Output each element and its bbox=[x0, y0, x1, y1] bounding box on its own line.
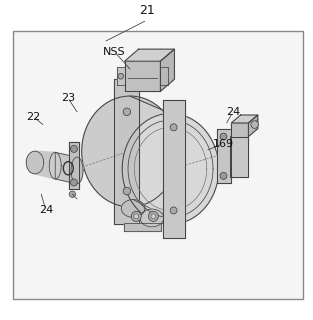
Circle shape bbox=[148, 211, 158, 221]
Circle shape bbox=[170, 207, 177, 214]
Polygon shape bbox=[130, 96, 171, 224]
Polygon shape bbox=[125, 49, 174, 61]
Circle shape bbox=[220, 133, 227, 140]
Polygon shape bbox=[71, 157, 83, 184]
Text: NSS: NSS bbox=[103, 47, 126, 57]
Polygon shape bbox=[121, 200, 145, 217]
Circle shape bbox=[123, 187, 131, 195]
Polygon shape bbox=[55, 152, 77, 184]
Polygon shape bbox=[117, 67, 125, 85]
Polygon shape bbox=[122, 114, 219, 224]
Text: 24: 24 bbox=[226, 107, 240, 117]
Polygon shape bbox=[140, 209, 164, 227]
Polygon shape bbox=[115, 79, 139, 223]
Polygon shape bbox=[124, 223, 161, 231]
Polygon shape bbox=[217, 129, 231, 183]
Circle shape bbox=[70, 145, 77, 152]
Polygon shape bbox=[230, 136, 249, 177]
Circle shape bbox=[69, 191, 75, 197]
Text: 24: 24 bbox=[39, 205, 53, 215]
Polygon shape bbox=[163, 100, 185, 238]
Polygon shape bbox=[160, 67, 168, 85]
Circle shape bbox=[118, 73, 124, 79]
Circle shape bbox=[220, 172, 227, 179]
Text: 23: 23 bbox=[61, 92, 75, 103]
Circle shape bbox=[170, 124, 177, 131]
Polygon shape bbox=[82, 96, 178, 207]
Circle shape bbox=[70, 179, 77, 186]
Polygon shape bbox=[249, 115, 258, 137]
Polygon shape bbox=[160, 49, 174, 91]
Circle shape bbox=[131, 211, 141, 221]
Circle shape bbox=[123, 108, 131, 116]
Bar bbox=[13, 31, 303, 299]
Polygon shape bbox=[231, 115, 258, 123]
Polygon shape bbox=[26, 151, 44, 174]
Text: 21: 21 bbox=[139, 4, 155, 17]
Polygon shape bbox=[69, 142, 79, 189]
Text: 169: 169 bbox=[213, 139, 234, 148]
Circle shape bbox=[251, 121, 259, 128]
Text: 22: 22 bbox=[26, 112, 41, 122]
Polygon shape bbox=[35, 151, 55, 179]
Polygon shape bbox=[231, 123, 249, 137]
Polygon shape bbox=[49, 152, 61, 179]
Polygon shape bbox=[125, 61, 160, 91]
Circle shape bbox=[134, 214, 139, 219]
Circle shape bbox=[151, 214, 156, 219]
